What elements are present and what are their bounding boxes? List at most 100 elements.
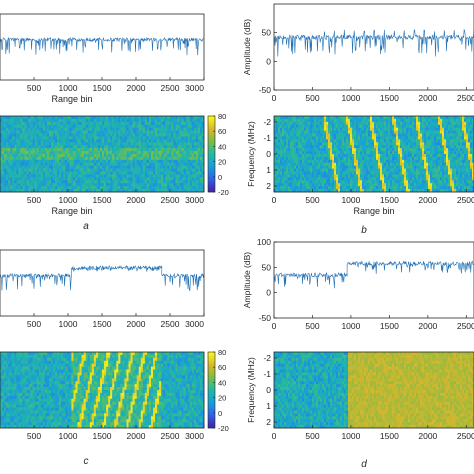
heatmap-cell <box>420 145 423 149</box>
heatmap-cell <box>163 186 166 190</box>
heatmap-cell <box>444 154 447 158</box>
heatmap-cell <box>12 142 15 146</box>
heatmap-cell <box>410 118 413 123</box>
heatmap-cell <box>414 151 417 155</box>
heatmap-cell <box>138 154 142 158</box>
heatmap-cell <box>322 116 325 120</box>
heatmap-cell <box>99 116 103 120</box>
heatmap-cell <box>81 177 84 181</box>
heatmap-cell <box>12 186 15 190</box>
heatmap-cell <box>466 174 469 178</box>
heatmap-cell <box>28 183 31 187</box>
heatmap-cell <box>390 171 393 175</box>
heatmap-cell <box>376 154 379 158</box>
heatmap-cell <box>4 165 7 169</box>
heatmap-cell <box>324 139 327 143</box>
heatmap-cell <box>344 165 347 169</box>
heatmap-cell <box>332 116 335 120</box>
heatmap-cell <box>328 154 331 158</box>
heatmap-cell <box>408 151 411 155</box>
heatmap-cell <box>416 174 419 178</box>
heatmap-cell <box>378 159 381 164</box>
heatmap-cell <box>24 171 27 175</box>
heatmap-cell <box>434 177 437 181</box>
heatmap-cell <box>175 168 178 172</box>
heatmap-cell <box>136 136 140 140</box>
heatmap-cell <box>71 142 74 146</box>
heatmap-cell <box>38 168 42 172</box>
heatmap-cell <box>159 156 162 161</box>
heatmap-cell <box>69 156 72 161</box>
heatmap-cell <box>73 121 76 126</box>
axes-frame-b_top <box>273 3 474 91</box>
heatmap-cell <box>428 142 431 146</box>
heatmap-cell <box>65 177 68 181</box>
heatmap-cell <box>362 148 365 152</box>
heatmap-cell <box>183 183 186 187</box>
colorbar-segment <box>208 146 215 149</box>
heatmap-cell <box>136 183 140 187</box>
heatmap-cell <box>130 145 133 149</box>
heatmap-cell <box>126 186 129 190</box>
heatmap-cell <box>408 168 411 172</box>
heatmap-cell <box>130 177 133 181</box>
heatmap-cell <box>456 159 459 164</box>
heatmap-cell <box>460 177 463 181</box>
heatmap-cell <box>10 174 13 178</box>
heatmap-cell <box>126 148 129 152</box>
heatmap-cell <box>136 130 140 134</box>
heatmap-cell <box>464 148 467 152</box>
heatmap-cell <box>46 183 50 187</box>
heatmap-cell <box>380 162 383 166</box>
heatmap-cell <box>138 159 142 164</box>
heatmap-cell <box>330 124 333 128</box>
heatmap-cell <box>376 124 379 128</box>
heatmap-cell <box>308 116 311 120</box>
heatmap-cell <box>384 180 387 184</box>
heatmap-cell <box>286 168 289 172</box>
heatmap-cell <box>312 177 315 181</box>
heatmap-cell <box>378 130 381 134</box>
heatmap-cell <box>153 165 156 169</box>
heatmap-cell <box>384 154 387 158</box>
heatmap-cell <box>132 154 135 158</box>
heatmap-cell <box>116 177 119 181</box>
heatmap-cell <box>316 124 319 128</box>
heatmap-cell <box>4 124 7 128</box>
heatmap-cell <box>350 154 353 158</box>
heatmap-cell <box>171 154 174 158</box>
heatmap-cell <box>472 139 474 143</box>
heatmap-cell <box>360 124 363 128</box>
heatmap-cell <box>75 118 78 123</box>
heatmap-cell <box>282 130 285 134</box>
heatmap-cell <box>456 124 459 128</box>
heatmap-cell <box>352 174 355 178</box>
heatmap-cell <box>34 180 38 184</box>
heatmap-cell <box>350 168 353 172</box>
heatmap-cell <box>20 142 23 146</box>
heatmap-cell <box>20 156 23 161</box>
heatmap-cell <box>408 130 411 134</box>
heatmap-cell <box>276 145 279 149</box>
heatmap-cell <box>344 145 347 149</box>
heatmap-cell <box>276 159 279 164</box>
heatmap-cell <box>420 151 423 155</box>
heatmap-cell <box>12 139 15 143</box>
heatmap-cell <box>195 168 199 172</box>
heatmap-cell <box>332 177 335 181</box>
heatmap-cell <box>332 174 335 178</box>
heatmap-cell <box>434 154 437 158</box>
heatmap-cell <box>278 148 281 152</box>
heatmap-cell <box>6 116 9 120</box>
heatmap-cell <box>159 186 162 190</box>
heatmap-cell <box>326 171 329 175</box>
heatmap-cell <box>396 127 399 131</box>
heatmap-cell <box>40 189 44 193</box>
heatmap-cell <box>44 180 48 184</box>
heatmap-cell <box>69 133 72 137</box>
heatmap-cell <box>163 183 166 187</box>
heatmap-cell <box>24 142 27 146</box>
heatmap-cell <box>108 116 111 120</box>
heatmap-cell <box>322 159 325 164</box>
